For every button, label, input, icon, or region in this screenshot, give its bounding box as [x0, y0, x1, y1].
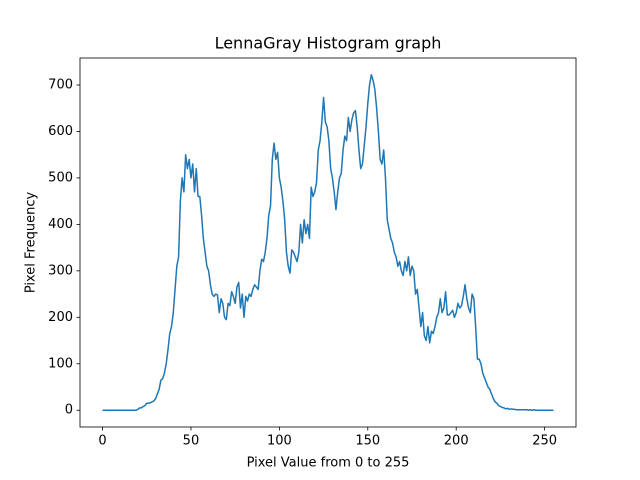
x-tick-label: 100 [267, 434, 292, 449]
y-tick-label: 400 [48, 217, 73, 232]
y-axis-label: Pixel Frequency [24, 192, 39, 294]
x-tick-label: 200 [444, 434, 469, 449]
chart-title: LennaGray Histogram graph [215, 34, 442, 53]
y-tick-label: 700 [48, 77, 73, 92]
y-tick-label: 600 [48, 124, 73, 139]
y-tick-label: 500 [48, 170, 73, 185]
x-axis-label: Pixel Value from 0 to 255 [247, 456, 410, 471]
axes-frame [79, 57, 577, 428]
y-tick-label: 300 [48, 263, 73, 278]
y-tick-label: 100 [48, 356, 73, 371]
line [102, 74, 554, 411]
x-tick-label: 250 [532, 434, 557, 449]
x-tick-label: 0 [98, 434, 106, 449]
x-tick-label: 50 [183, 434, 200, 449]
y-tick-label: 0 [65, 403, 73, 418]
x-tick-label: 150 [355, 434, 380, 449]
y-tick-label: 200 [48, 310, 73, 325]
